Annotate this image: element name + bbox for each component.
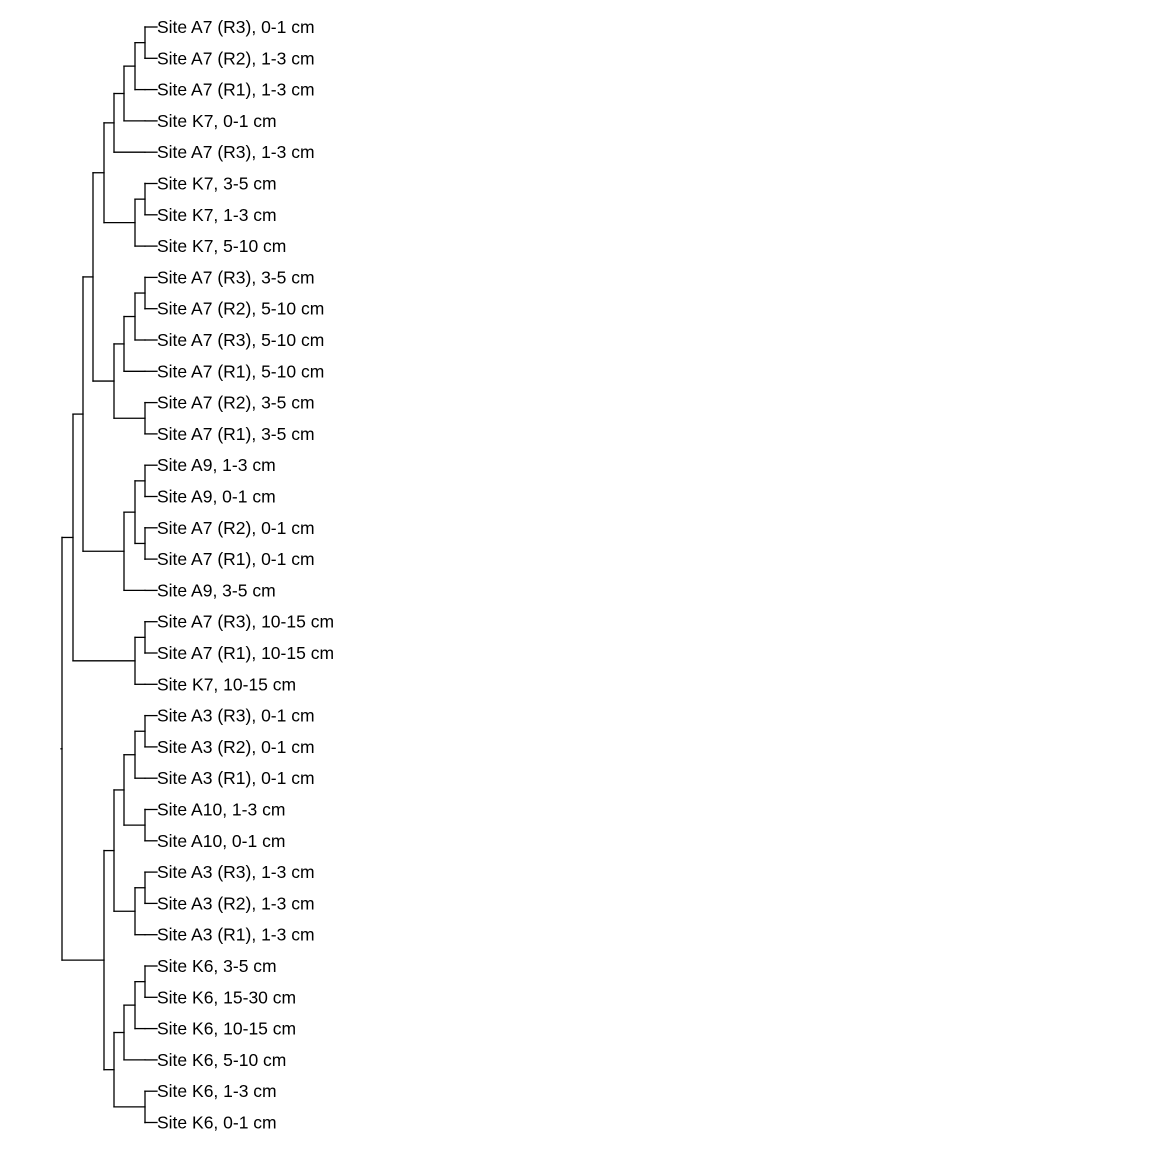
leaf-label: Site A7 (R3), 5-10 cm bbox=[157, 330, 324, 350]
leaf-label: Site K7, 0-1 cm bbox=[157, 111, 277, 131]
leaf-label: Site A9, 1-3 cm bbox=[157, 455, 276, 475]
leaf-label: Site A7 (R2), 1-3 cm bbox=[157, 48, 315, 68]
leaf-label: Site A7 (R3), 0-1 cm bbox=[157, 17, 315, 37]
leaf-label: Site A7 (R2), 5-10 cm bbox=[157, 299, 324, 319]
leaf-label: Site A7 (R2), 0-1 cm bbox=[157, 518, 315, 538]
leaf-label: Site A3 (R2), 1-3 cm bbox=[157, 893, 315, 913]
leaf-label: Site A7 (R1), 5-10 cm bbox=[157, 361, 324, 381]
leaf-label: Site K7, 5-10 cm bbox=[157, 236, 286, 256]
leaf-label: Site A3 (R3), 0-1 cm bbox=[157, 706, 315, 726]
leaf-label: Site A3 (R3), 1-3 cm bbox=[157, 862, 315, 882]
leaf-label: Site A3 (R1), 0-1 cm bbox=[157, 768, 315, 788]
leaf-label: Site A7 (R3), 3-5 cm bbox=[157, 267, 315, 287]
leaf-label: Site K6, 0-1 cm bbox=[157, 1113, 277, 1133]
leaf-label: Site A9, 0-1 cm bbox=[157, 487, 276, 507]
leaf-label: Site A9, 3-5 cm bbox=[157, 580, 276, 600]
leaf-label: Site A7 (R1), 10-15 cm bbox=[157, 643, 334, 663]
leaf-label: Site K7, 1-3 cm bbox=[157, 205, 277, 225]
leaf-label: Site A10, 0-1 cm bbox=[157, 831, 285, 851]
leaf-label: Site A3 (R1), 1-3 cm bbox=[157, 925, 315, 945]
leaf-label: Site K6, 5-10 cm bbox=[157, 1050, 286, 1070]
leaf-label: Site K7, 10-15 cm bbox=[157, 674, 296, 694]
leaf-label: Site K6, 1-3 cm bbox=[157, 1081, 277, 1101]
leaf-label: Site K6, 10-15 cm bbox=[157, 1019, 296, 1039]
leaf-label: Site A3 (R2), 0-1 cm bbox=[157, 737, 315, 757]
leaf-label: Site A7 (R1), 3-5 cm bbox=[157, 424, 315, 444]
leaf-label: Site A7 (R3), 1-3 cm bbox=[157, 142, 315, 162]
leaf-label: Site A10, 1-3 cm bbox=[157, 800, 285, 820]
leaf-label: Site A7 (R3), 10-15 cm bbox=[157, 612, 334, 632]
dendrogram-branches bbox=[60, 26, 158, 1124]
leaf-label: Site K6, 15-30 cm bbox=[157, 987, 296, 1007]
leaf-label: Site A7 (R2), 3-5 cm bbox=[157, 393, 315, 413]
leaf-label: Site A7 (R1), 0-1 cm bbox=[157, 549, 315, 569]
leaf-label: Site K7, 3-5 cm bbox=[157, 174, 277, 194]
leaf-label: Site K6, 3-5 cm bbox=[157, 956, 277, 976]
leaf-label: Site A7 (R1), 1-3 cm bbox=[157, 80, 315, 100]
leaf-labels: Site A7 (R3), 0-1 cm Site A7 (R2), 1-3 cm… bbox=[157, 17, 334, 1133]
